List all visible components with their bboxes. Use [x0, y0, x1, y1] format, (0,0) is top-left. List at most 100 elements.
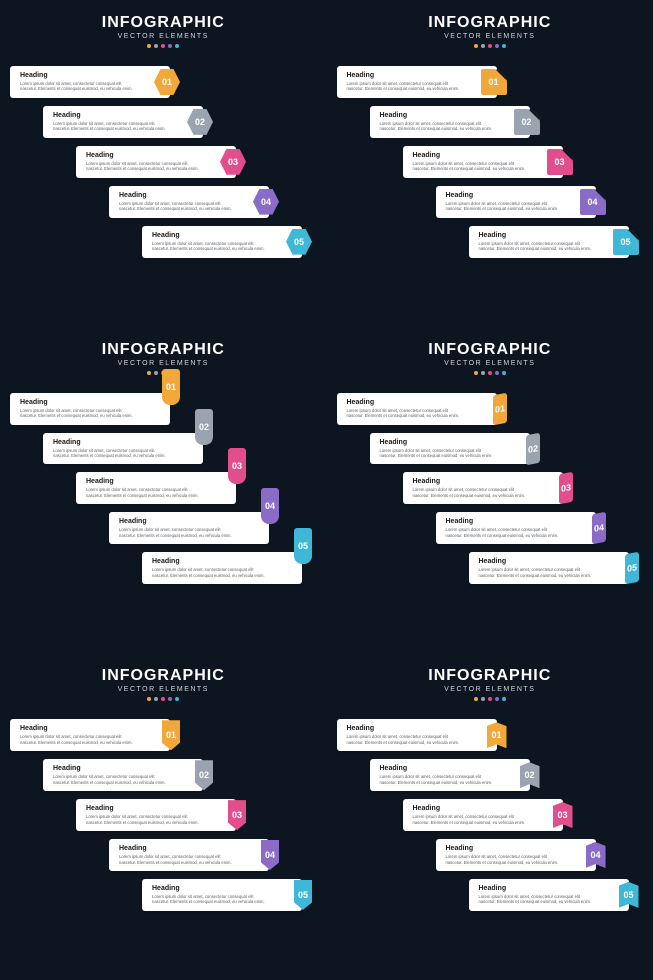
dot-4	[495, 371, 499, 375]
card-02: Heading Lorem ipsum dolor sit amet, conse…	[370, 759, 530, 791]
badge-03: 03	[228, 448, 246, 484]
title: INFOGRAPHIC	[10, 668, 317, 684]
dot-4	[495, 697, 499, 701]
badge-05: 05	[294, 528, 312, 564]
card-05: HeadingLorem ipsum dolor sit amet, conse…	[142, 552, 302, 584]
badge-04: 04	[580, 189, 606, 215]
card-heading: Heading	[86, 478, 200, 485]
card-body: Lorem ipsum dolor sit amet, consectetur …	[152, 241, 266, 252]
panel-header: INFOGRAPHIC VECTOR ELEMENTS	[337, 668, 644, 701]
card-body: Lorem ipsum dolor sit amet, consectetur …	[119, 854, 233, 865]
stack: Heading Lorem ipsum dolor sit amet, conse…	[10, 719, 317, 911]
card-04: Heading Lorem ipsum dolor sit amet, conse…	[109, 512, 269, 544]
card-04: HeadingLorem ipsum dolor sit amet, conse…	[436, 839, 596, 871]
card-01: HeadingLorem ipsum dolor sit amet, conse…	[10, 66, 170, 98]
dots	[10, 44, 317, 48]
card-heading: Heading	[20, 725, 134, 732]
card-01: HeadingLorem ipsum dolor sit amet, conse…	[10, 393, 170, 425]
card-04: Heading Lorem ipsum dolor sit amet, conse…	[109, 839, 269, 871]
panel-4: INFOGRAPHIC VECTOR ELEMENTS HeadingLorem…	[327, 327, 653, 654]
card-05: HeadingLorem ipsum dolor sit amet, conse…	[469, 552, 629, 584]
card-02: Heading Lorem ipsum dolor sit amet, conse…	[43, 433, 203, 465]
card-03: HeadingLorem ipsum dolor sit amet, conse…	[76, 799, 236, 831]
card-05: HeadingLorem ipsum dolor sit amet, conse…	[469, 226, 629, 258]
card-heading: Heading	[20, 72, 134, 79]
card-heading: Heading	[347, 399, 461, 406]
card-heading: Heading	[152, 232, 266, 239]
card-03: HeadingLorem ipsum dolor sit amet, conse…	[76, 472, 236, 504]
badge-05: 05	[286, 229, 312, 255]
dots	[337, 44, 644, 48]
dot-5	[175, 44, 179, 48]
card-body: Lorem ipsum dolor sit amet, consectetur …	[119, 527, 233, 538]
card-body: Lorem ipsum dolor sit amet, consectetur …	[413, 487, 527, 498]
card-heading: Heading	[380, 112, 494, 119]
badge-02: 02	[514, 109, 540, 135]
badge-04: 04	[592, 512, 606, 544]
badge-04: 04	[261, 840, 279, 870]
title: INFOGRAPHIC	[10, 342, 317, 358]
card-body: Lorem ipsum dolor sit amet, consectetur …	[53, 448, 167, 459]
card-heading: Heading	[119, 518, 233, 525]
badge-02: 02	[195, 760, 213, 790]
dot-1	[474, 44, 478, 48]
subtitle: VECTOR ELEMENTS	[10, 686, 317, 693]
card-body: Lorem ipsum dolor sit amet, consectetur …	[380, 774, 494, 785]
badge-02: 02	[526, 432, 540, 464]
card-heading: Heading	[152, 558, 266, 565]
dots	[337, 371, 644, 375]
stack: Heading Lorem ipsum dolor sit amet, conse…	[337, 66, 644, 258]
card-body: Lorem ipsum dolor sit amet, consectetur …	[20, 734, 134, 745]
card-heading: Heading	[119, 192, 233, 199]
card-body: Lorem ipsum dolor sit amet, consectetur …	[53, 774, 167, 785]
card-body: Lorem ipsum dolor sit amet, consectetur …	[152, 894, 266, 905]
badge-05: 05	[613, 229, 639, 255]
panel-3: INFOGRAPHIC VECTOR ELEMENTS HeadingLorem…	[0, 327, 327, 654]
subtitle: VECTOR ELEMENTS	[337, 33, 644, 40]
dot-1	[474, 371, 478, 375]
card-05: Heading Lorem ipsum dolor sit amet, conse…	[142, 226, 302, 258]
card-heading: Heading	[347, 72, 461, 79]
title: INFOGRAPHIC	[10, 15, 317, 31]
card-heading: Heading	[119, 845, 233, 852]
panel-6: INFOGRAPHIC VECTOR ELEMENTS Heading Lorem…	[327, 653, 653, 980]
card-heading: Heading	[446, 518, 560, 525]
card-03: HeadingLorem ipsum dolor sit amet, conse…	[403, 799, 563, 831]
dot-4	[495, 44, 499, 48]
card-body: Lorem ipsum dolor sit amet, consectetur …	[479, 894, 593, 905]
dot-2	[481, 371, 485, 375]
card-heading: Heading	[446, 192, 560, 199]
badge-03: 03	[547, 149, 573, 175]
panel-header: INFOGRAPHIC VECTOR ELEMENTS	[337, 15, 644, 48]
badge-05: 05	[619, 882, 639, 908]
card-body: Lorem ipsum dolor sit amet, consectetur …	[413, 161, 527, 172]
card-heading: Heading	[413, 152, 527, 159]
badge-02: 02	[195, 409, 213, 445]
dot-5	[175, 697, 179, 701]
badge-02: 02	[187, 109, 213, 135]
dots	[10, 697, 317, 701]
badge-01: 01	[487, 722, 507, 748]
badge-03: 03	[228, 800, 246, 830]
card-body: Lorem ipsum dolor sit amet, consectetur …	[347, 81, 461, 92]
card-02: HeadingLorem ipsum dolor sit amet, conse…	[43, 106, 203, 138]
panel-header: INFOGRAPHIC VECTOR ELEMENTS	[337, 342, 644, 375]
dot-1	[147, 44, 151, 48]
badge-04: 04	[586, 842, 606, 868]
card-heading: Heading	[152, 885, 266, 892]
card-heading: Heading	[380, 765, 494, 772]
card-body: Lorem ipsum dolor sit amet, consectetur …	[446, 527, 560, 538]
badge-03: 03	[220, 149, 246, 175]
panel-5: INFOGRAPHIC VECTOR ELEMENTS Heading Lorem…	[0, 653, 327, 980]
card-body: Lorem ipsum dolor sit amet, consectetur …	[347, 408, 461, 419]
card-body: Lorem ipsum dolor sit amet, consectetur …	[446, 201, 560, 212]
panel-header: INFOGRAPHIC VECTOR ELEMENTS	[10, 15, 317, 48]
card-heading: Heading	[446, 845, 560, 852]
card-02: HeadingLorem ipsum dolor sit amet, conse…	[43, 759, 203, 791]
panel-header: INFOGRAPHIC VECTOR ELEMENTS	[10, 668, 317, 701]
card-heading: Heading	[479, 232, 593, 239]
title: INFOGRAPHIC	[337, 668, 644, 684]
dot-3	[488, 371, 492, 375]
card-heading: Heading	[53, 439, 167, 446]
card-01: Heading Lorem ipsum dolor sit amet, conse…	[10, 719, 170, 751]
